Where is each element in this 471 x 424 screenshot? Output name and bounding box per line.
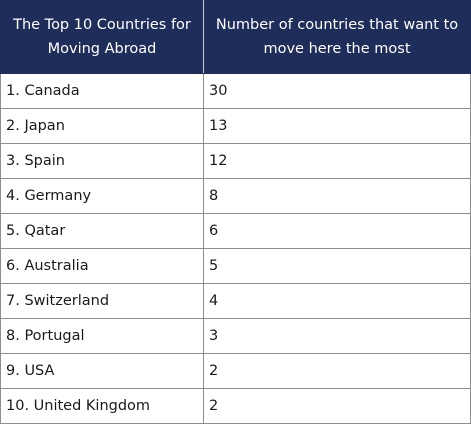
table-row: 7. Switzerland 4 (0, 283, 471, 319)
count-cell: 13 (203, 108, 471, 144)
country-cell: 7. Switzerland (0, 283, 204, 319)
table-row: 5. Qatar 6 (0, 213, 471, 249)
header-count: Number of countries that want to move he… (203, 0, 471, 74)
table-row: 10. United Kingdom 2 (0, 388, 471, 424)
country-cell: 5. Qatar (0, 213, 204, 249)
country-cell: 10. United Kingdom (0, 388, 204, 424)
count-cell: 3 (203, 318, 471, 354)
count-cell: 30 (203, 73, 471, 109)
country-cell: 2. Japan (0, 108, 204, 144)
country-cell: 9. USA (0, 353, 204, 389)
country-cell: 6. Australia (0, 248, 204, 284)
count-cell: 2 (203, 388, 471, 424)
count-cell: 8 (203, 178, 471, 214)
count-cell: 5 (203, 248, 471, 284)
table-row: 1. Canada 30 (0, 73, 471, 109)
country-cell: 4. Germany (0, 178, 204, 214)
table-row: 6. Australia 5 (0, 248, 471, 284)
table-row: 9. USA 2 (0, 353, 471, 389)
table-row: 4. Germany 8 (0, 178, 471, 214)
table-body: 1. Canada 30 2. Japan 13 3. Spain 12 4. German… (0, 73, 471, 424)
count-cell: 2 (203, 353, 471, 389)
country-cell: 8. Portugal (0, 318, 204, 354)
country-cell: 1. Canada (0, 73, 204, 109)
table-row: 3. Spain 12 (0, 143, 471, 179)
header-row: The Top 10 Countries for Moving Abroad N… (0, 0, 471, 74)
country-cell: 3. Spain (0, 143, 204, 179)
count-cell: 6 (203, 213, 471, 249)
count-cell: 4 (203, 283, 471, 319)
header-country: The Top 10 Countries for Moving Abroad (0, 0, 204, 74)
table-row: 2. Japan 13 (0, 108, 471, 144)
count-cell: 12 (203, 143, 471, 179)
table-row: 8. Portugal 3 (0, 318, 471, 354)
table-header: The Top 10 Countries for Moving Abroad N… (0, 0, 471, 74)
